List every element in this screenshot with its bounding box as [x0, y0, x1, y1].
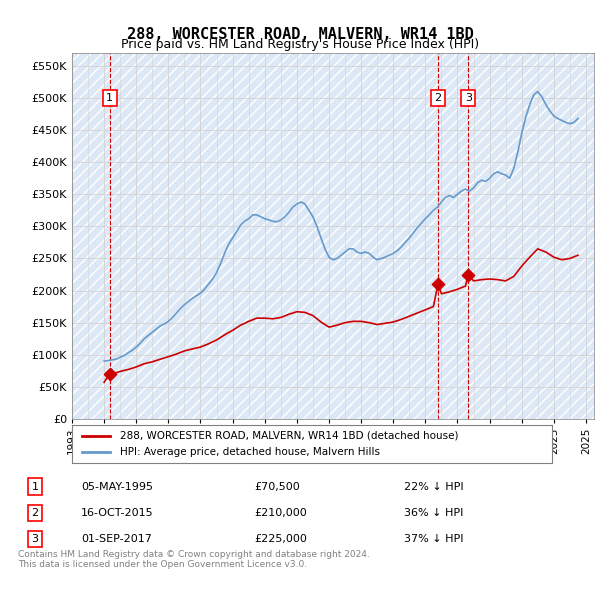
- Text: 2: 2: [31, 508, 38, 518]
- Text: £225,000: £225,000: [254, 534, 307, 544]
- Text: 01-SEP-2017: 01-SEP-2017: [81, 534, 152, 544]
- Text: 3: 3: [32, 534, 38, 544]
- Text: 22% ↓ HPI: 22% ↓ HPI: [404, 481, 463, 491]
- Text: 36% ↓ HPI: 36% ↓ HPI: [404, 508, 463, 518]
- Text: Price paid vs. HM Land Registry's House Price Index (HPI): Price paid vs. HM Land Registry's House …: [121, 38, 479, 51]
- Text: 05-MAY-1995: 05-MAY-1995: [81, 481, 153, 491]
- Text: 2: 2: [434, 93, 442, 103]
- Text: Contains HM Land Registry data © Crown copyright and database right 2024.
This d: Contains HM Land Registry data © Crown c…: [18, 550, 370, 569]
- Text: 288, WORCESTER ROAD, MALVERN, WR14 1BD (detached house): 288, WORCESTER ROAD, MALVERN, WR14 1BD (…: [120, 431, 458, 441]
- Text: 3: 3: [465, 93, 472, 103]
- Point: [463, 270, 473, 279]
- Text: 1: 1: [106, 93, 113, 103]
- Text: 37% ↓ HPI: 37% ↓ HPI: [404, 534, 463, 544]
- Text: £70,500: £70,500: [254, 481, 299, 491]
- Text: 16-OCT-2015: 16-OCT-2015: [81, 508, 154, 518]
- Point: [433, 280, 443, 289]
- Text: HPI: Average price, detached house, Malvern Hills: HPI: Average price, detached house, Malv…: [120, 447, 380, 457]
- Point: [105, 369, 115, 378]
- Text: £210,000: £210,000: [254, 508, 307, 518]
- Text: 288, WORCESTER ROAD, MALVERN, WR14 1BD: 288, WORCESTER ROAD, MALVERN, WR14 1BD: [127, 27, 473, 41]
- Text: 1: 1: [32, 481, 38, 491]
